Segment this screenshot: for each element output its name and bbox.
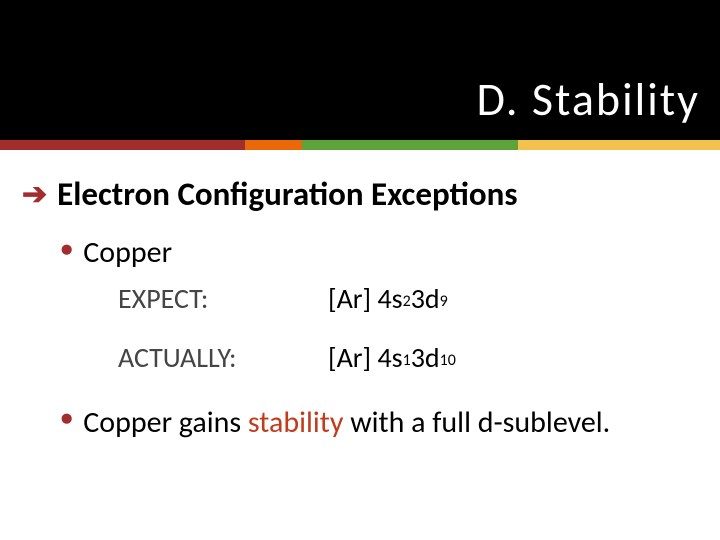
expect-label: EXPECT: [118,281,328,316]
summary-text: Copper gains stability with a full d-sub… [83,403,610,442]
bar-seg-3 [302,140,518,150]
section-title: Electron Configuration Exceptions [57,174,517,214]
actually-value: [Ar] 4s1 3d10 [328,340,456,375]
config-actually-row: ACTUALLY: [Ar] 4s1 3d10 [118,340,698,375]
actually-sup2: 10 [440,351,456,370]
expect-sup2: 9 [440,292,448,311]
actually-sup1: 1 [403,351,411,370]
bullet-dot-icon: ● [60,234,73,265]
bullet-dot-icon: ● [60,403,73,434]
bullet-copper-label: Copper [83,234,172,271]
bar-seg-2 [245,140,303,150]
summary-post: with a full d-sublevel. [343,404,610,441]
config-block: EXPECT: [Ar] 4s2 3d9 ACTUALLY: [Ar] 4s1 … [118,281,698,375]
summary-highlight: stability [248,404,344,441]
bar-seg-4 [518,140,720,150]
bar-seg-1 [0,140,245,150]
actually-prefix: [Ar] 4s [328,340,403,375]
section-header: ➔ Electron Configuration Exceptions [22,174,698,214]
actually-mid: 3d [411,340,440,375]
slide-title: D. Stability [477,72,700,128]
expect-sup1: 2 [403,292,411,311]
accent-color-bar [0,140,720,150]
expect-value: [Ar] 4s2 3d9 [328,281,448,316]
expect-prefix: [Ar] 4s [328,281,403,316]
actually-label: ACTUALLY: [118,340,328,375]
slide-content: ➔ Electron Configuration Exceptions ● Co… [0,150,720,442]
expect-mid: 3d [411,281,440,316]
bullet-summary: ● Copper gains stability with a full d-s… [60,403,698,442]
slide-header: D. Stability [0,0,720,140]
config-expect-row: EXPECT: [Ar] 4s2 3d9 [118,281,698,316]
bullet-copper: ● Copper [60,234,698,271]
summary-pre: Copper gains [83,404,248,441]
arrow-icon: ➔ [22,176,47,213]
